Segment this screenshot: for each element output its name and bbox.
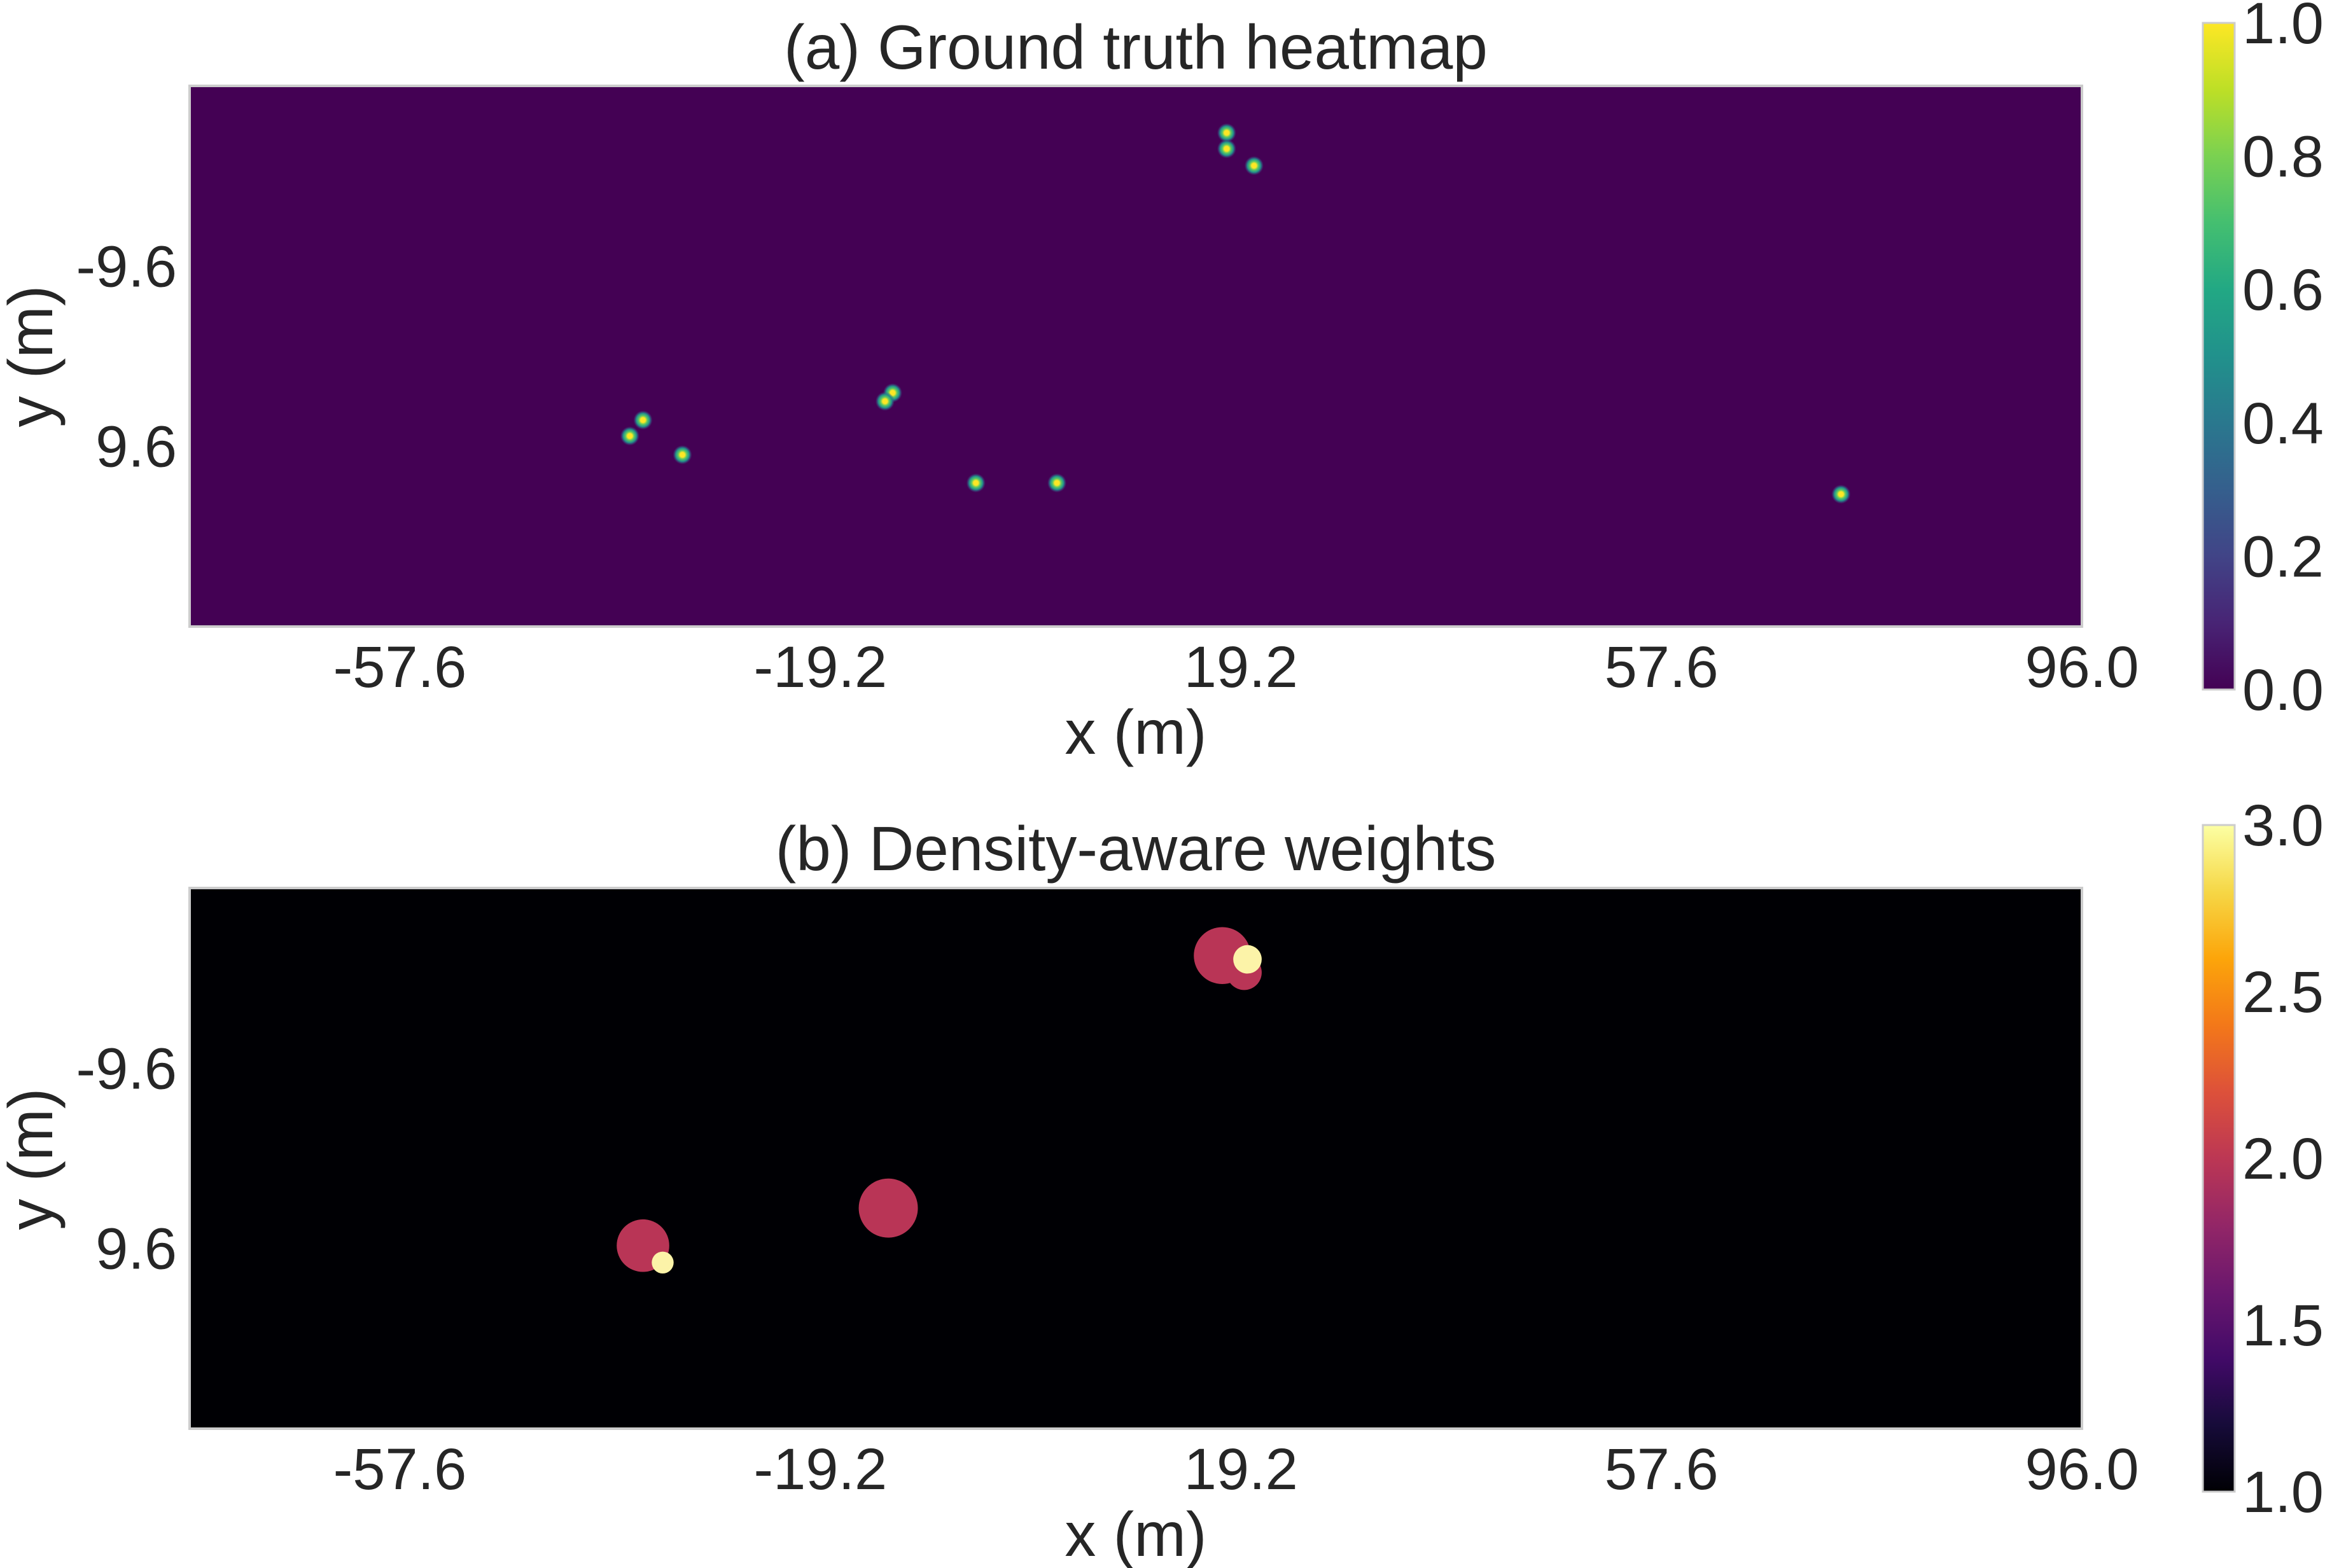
x-tick-label: 96.0 bbox=[2025, 635, 2139, 700]
colorbar bbox=[2202, 824, 2236, 1493]
heatmap-marks bbox=[620, 123, 1851, 504]
colorbar-tick-label: 3.0 bbox=[2242, 793, 2324, 858]
colorbar-tick-label: 0.2 bbox=[2242, 524, 2324, 589]
plot-area bbox=[188, 887, 2083, 1430]
x-axis-label: x (m) bbox=[1065, 1499, 1206, 1568]
colorbar bbox=[2202, 22, 2236, 691]
heatmap-point-7 bbox=[875, 391, 895, 411]
x-tick-label: -57.6 bbox=[333, 635, 467, 700]
colorbar-tick-labels: 1.0 1.5 2.0 2.5 3.0 bbox=[2242, 793, 2324, 1525]
x-tick-label: 57.6 bbox=[1605, 1437, 1719, 1502]
heatmap-point-8 bbox=[966, 473, 986, 493]
colorbar-tick-label: 0.6 bbox=[2242, 258, 2324, 323]
heatmap-point-9 bbox=[1047, 473, 1067, 493]
x-tick-label: -19.2 bbox=[753, 1437, 887, 1502]
x-tick-label: 19.2 bbox=[1184, 1437, 1298, 1502]
x-axis-label: x (m) bbox=[1065, 697, 1206, 767]
plot-area bbox=[188, 85, 2083, 628]
colorbar-tick-label: 0.0 bbox=[2242, 658, 2324, 723]
panel-title: (a) Ground truth heatmap bbox=[784, 12, 1488, 82]
heatmap-point-10 bbox=[1831, 484, 1851, 504]
panel-density-weights: (b) Density-aware weights -57.6 -19.2 19.2… bbox=[0, 793, 2324, 1568]
x-tick-labels: -57.6 -19.2 19.2 57.6 96.0 bbox=[333, 635, 2139, 700]
panel-ground-truth: (a) Ground truth heatmap -57.6 -19.2 19.2 5… bbox=[0, 0, 2324, 767]
y-tick-label: -9.6 bbox=[76, 1036, 177, 1101]
heatmap-point-0 bbox=[1217, 123, 1236, 142]
y-axis-label: y (m) bbox=[0, 1088, 66, 1230]
x-tick-label: 19.2 bbox=[1184, 635, 1298, 700]
heatmap-point-3 bbox=[633, 410, 653, 430]
x-tick-labels: -57.6 -19.2 19.2 57.6 96.0 bbox=[333, 1437, 2139, 1502]
heatmap-point-4 bbox=[620, 426, 639, 446]
heatmap-point-2 bbox=[1244, 156, 1264, 176]
panel-title: (b) Density-aware weights bbox=[776, 814, 1497, 884]
colorbar-tick-label: 2.5 bbox=[2242, 960, 2324, 1025]
colorbar-tick-label: 1.0 bbox=[2242, 0, 2324, 56]
heatmap-point-5 bbox=[673, 445, 692, 464]
x-tick-label: 96.0 bbox=[2025, 1437, 2139, 1502]
y-tick-label: -9.6 bbox=[76, 234, 177, 299]
colorbar-tick-label: 0.4 bbox=[2242, 391, 2324, 456]
colorbar-tick-label: 0.8 bbox=[2242, 125, 2324, 190]
x-tick-label: -19.2 bbox=[753, 635, 887, 700]
y-tick-label: 9.6 bbox=[95, 415, 177, 480]
weight-region-3 bbox=[858, 1178, 918, 1238]
y-tick-label: 9.6 bbox=[95, 1217, 177, 1282]
heatmap-point-1 bbox=[1217, 139, 1236, 158]
colorbar-tick-label: 2.0 bbox=[2242, 1127, 2324, 1191]
heatmap-marks bbox=[617, 927, 1262, 1274]
colorbar-tick-label: 1.0 bbox=[2242, 1460, 2324, 1525]
colorbar-tick-label: 1.5 bbox=[2242, 1293, 2324, 1358]
colorbar-tick-labels: 0.0 0.2 0.4 0.6 0.8 1.0 bbox=[2242, 0, 2324, 723]
weight-region-2 bbox=[1233, 945, 1262, 974]
y-axis-label: y (m) bbox=[0, 285, 66, 427]
weight-region-5 bbox=[652, 1251, 674, 1274]
x-tick-label: 57.6 bbox=[1605, 635, 1719, 700]
y-tick-labels: -9.6 9.6 bbox=[76, 1036, 177, 1281]
y-tick-labels: -9.6 9.6 bbox=[76, 234, 177, 479]
x-tick-label: -57.6 bbox=[333, 1437, 467, 1502]
